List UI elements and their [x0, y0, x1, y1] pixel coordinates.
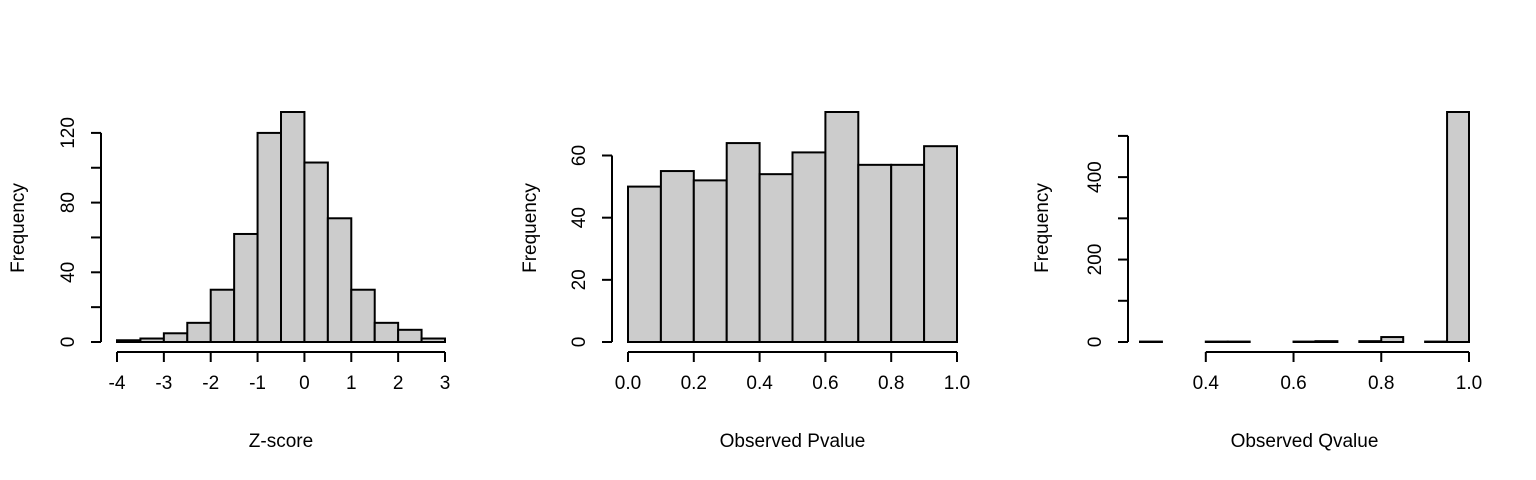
y-tick-label: 0 — [569, 337, 590, 348]
y-axis-title: Frequency — [520, 183, 541, 273]
histogram-bar — [1314, 340, 1339, 344]
x-tick-label: 0.8 — [878, 373, 904, 394]
x-tick-label: 0.0 — [615, 373, 641, 394]
histogram-bar — [923, 145, 958, 343]
x-tick-label: 0.6 — [812, 373, 838, 394]
y-tick-label: 40 — [58, 262, 79, 283]
histogram-bar — [420, 337, 447, 343]
histogram-bar — [233, 232, 259, 343]
histogram-bar — [373, 321, 400, 344]
histogram-bar — [162, 332, 189, 343]
y-tick-label: 200 — [1085, 244, 1106, 276]
y-tick-label: 0 — [1085, 337, 1106, 348]
histogram-bar — [139, 337, 165, 343]
histogram-bar — [186, 321, 212, 344]
histogram-bar — [725, 142, 761, 343]
histogram-bar — [824, 111, 860, 343]
y-axis-title: Frequency — [8, 183, 29, 273]
histogram-bar — [116, 339, 142, 343]
histogram-bar — [857, 163, 893, 343]
histogram-bar — [890, 163, 926, 343]
histogram-bar — [758, 173, 794, 343]
x-tick-label: -4 — [109, 373, 126, 394]
histogram-bar — [350, 288, 376, 343]
y-tick-label: 0 — [58, 337, 79, 348]
histogram-bar — [627, 185, 662, 343]
histogram-bar — [659, 170, 695, 343]
x-tick-label: 3 — [440, 373, 451, 394]
y-tick-label: 400 — [1085, 161, 1106, 193]
x-tick-label: 1.0 — [944, 373, 970, 394]
histogram-bar — [1380, 336, 1405, 344]
histogram-bar — [1358, 340, 1383, 344]
y-tick-label: 120 — [58, 117, 79, 149]
y-tick-label: 20 — [569, 269, 590, 290]
x-tick-label: 0.8 — [1368, 373, 1394, 394]
x-tick-label: -2 — [202, 373, 219, 394]
x-tick-label: -1 — [249, 373, 266, 394]
histogram-bar — [209, 288, 236, 343]
histogram-bar — [256, 131, 283, 343]
x-axis-title: Z-score — [249, 431, 313, 452]
histogram-bar — [791, 151, 827, 343]
x-axis-title: Observed Pvalue — [720, 431, 866, 452]
y-tick-label: 80 — [58, 192, 79, 213]
y-tick-label: 60 — [569, 145, 590, 166]
histogram-bar — [397, 328, 423, 344]
y-axis-title: Frequency — [1032, 183, 1053, 273]
x-tick-label: 0.2 — [681, 373, 707, 394]
x-tick-label: -3 — [155, 373, 172, 394]
histogram-bar — [303, 161, 329, 343]
x-tick-label: 0 — [299, 373, 310, 394]
x-axis-title: Observed Qvalue — [1231, 431, 1379, 452]
x-tick-label: 1.0 — [1456, 373, 1482, 394]
y-tick-label: 40 — [569, 207, 590, 228]
histogram-bar — [1446, 111, 1470, 343]
x-tick-label: 1 — [346, 373, 357, 394]
histogram-bar — [326, 217, 353, 343]
histogram-bar — [280, 111, 306, 343]
x-tick-label: 0.4 — [1193, 373, 1220, 394]
x-tick-label: 2 — [393, 373, 404, 394]
histogram-bar — [692, 179, 728, 343]
x-tick-label: 0.6 — [1280, 373, 1306, 394]
x-tick-label: 0.4 — [746, 373, 773, 394]
